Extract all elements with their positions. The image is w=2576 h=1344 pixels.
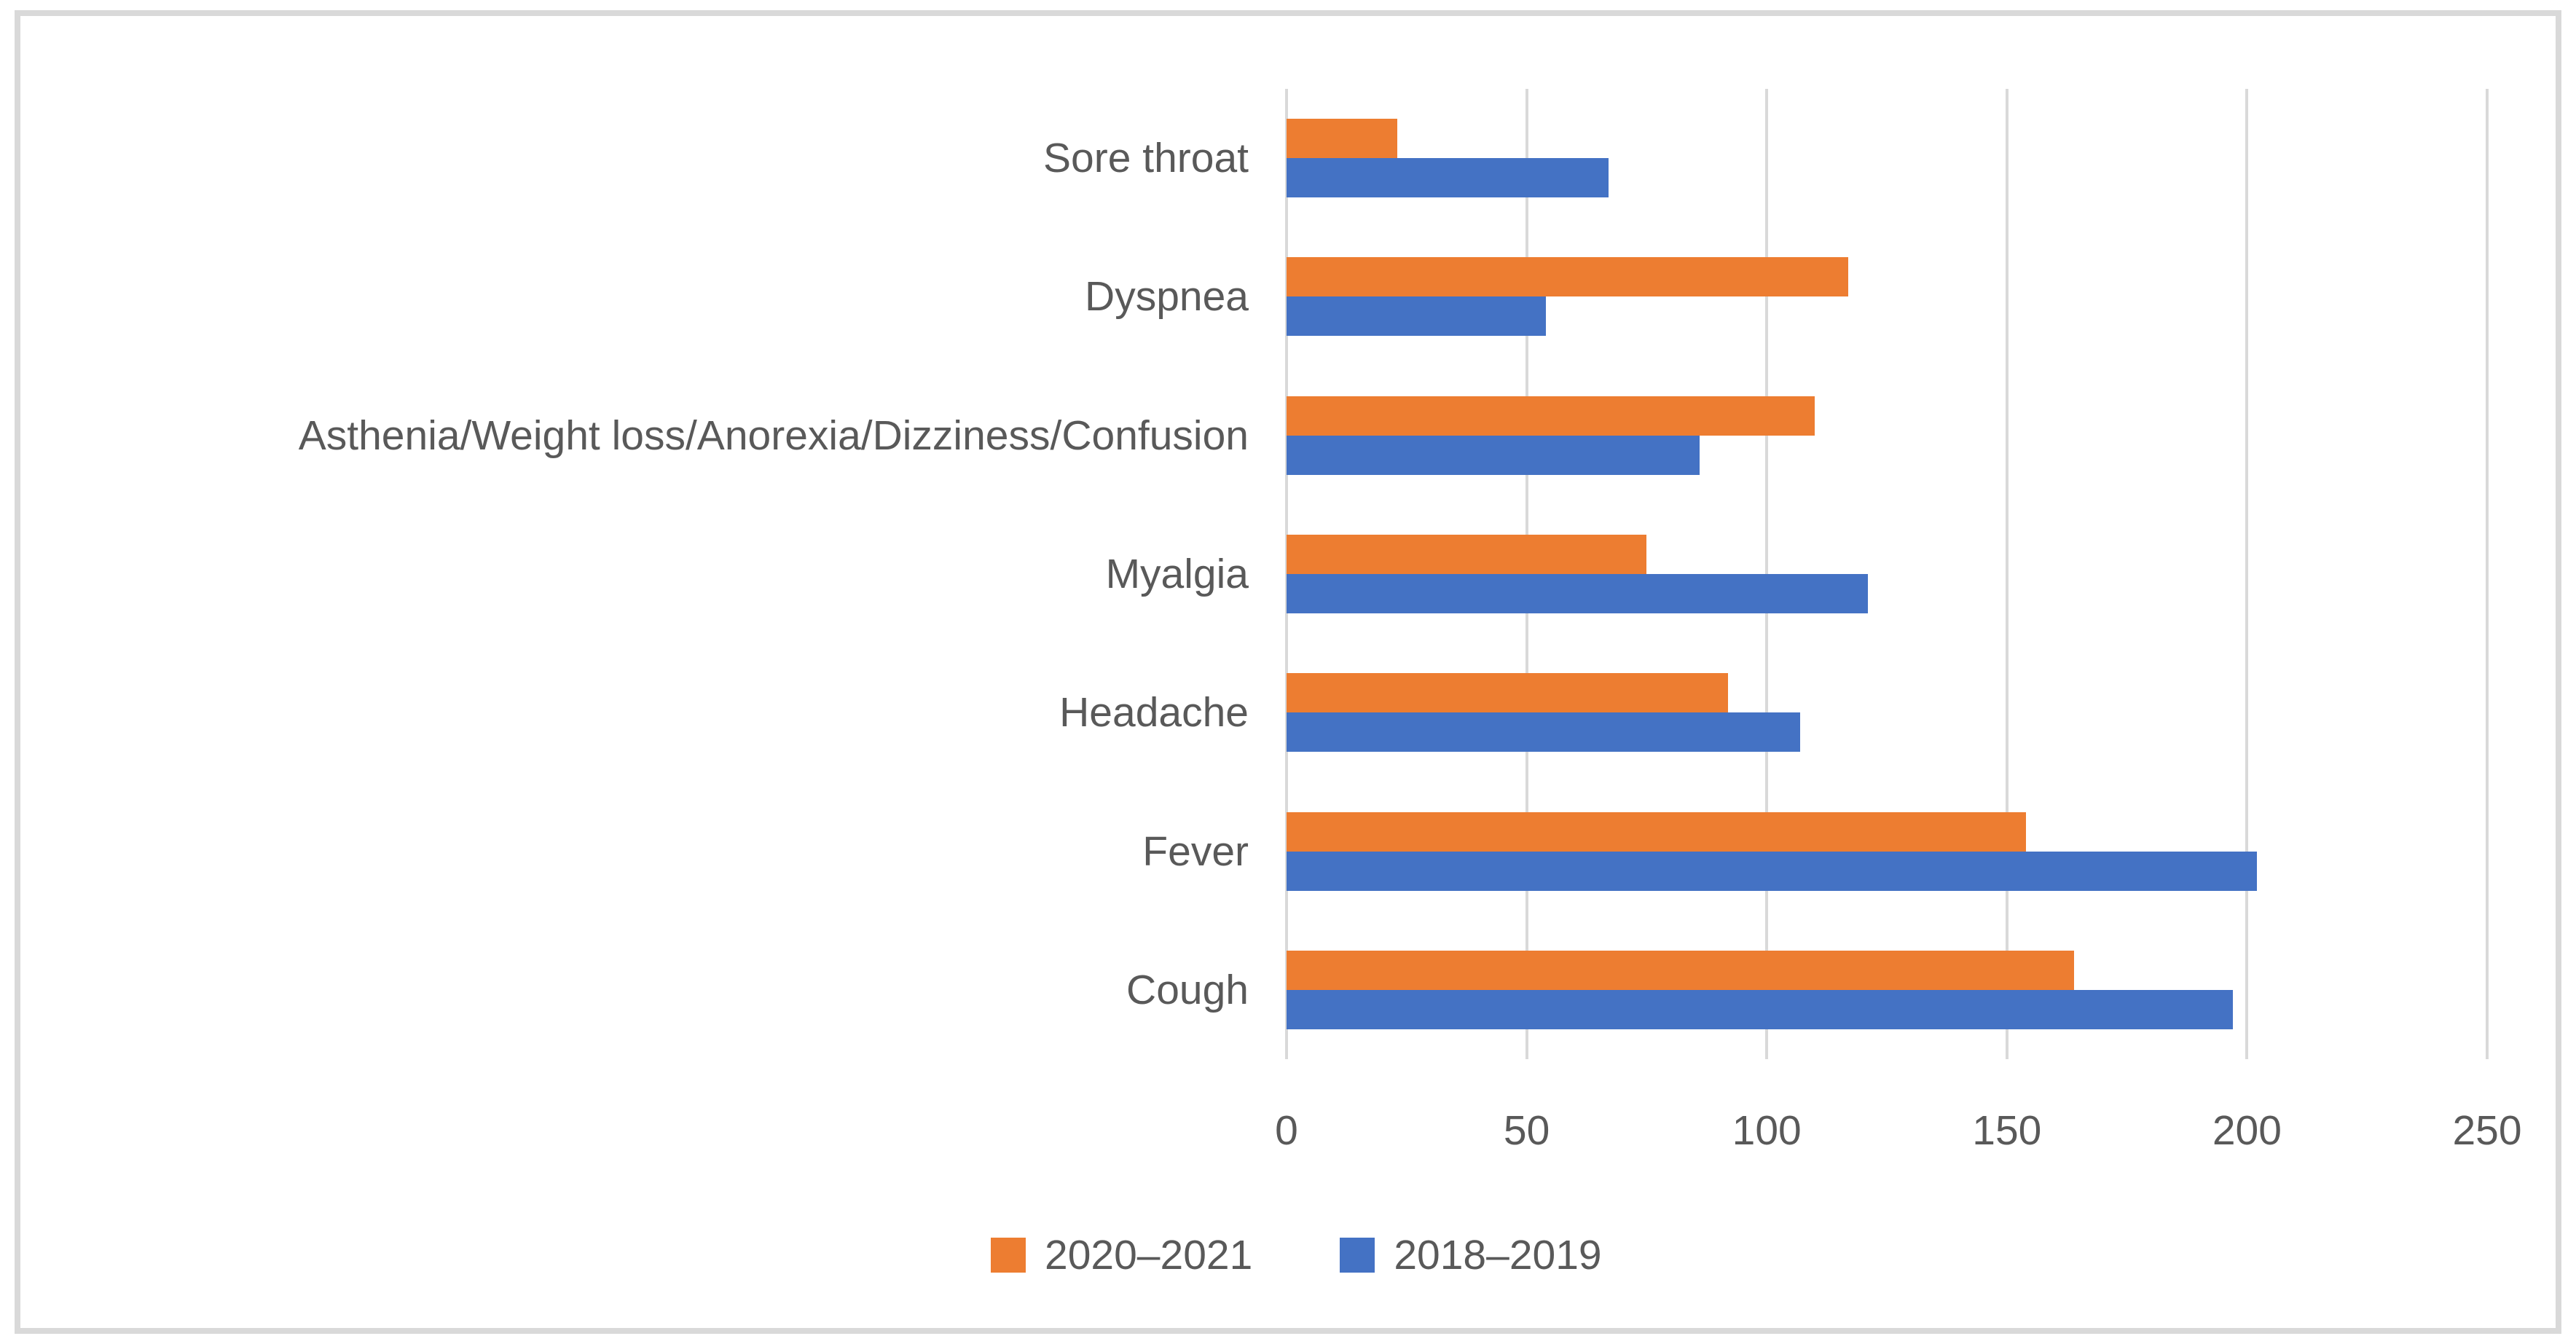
bar-series-2020-2021	[1287, 534, 1647, 574]
bar-series-2018-2019	[1287, 435, 1700, 475]
bar-series-2020-2021	[1287, 673, 1729, 713]
x-tick-label: 100	[1732, 1107, 1802, 1154]
category-label: Fever	[1142, 828, 1249, 875]
bar-group	[1287, 921, 2487, 1059]
x-tick-label: 250	[2452, 1107, 2522, 1154]
bar-series-2018-2019	[1287, 851, 2257, 891]
gridline	[2005, 89, 2008, 1059]
bar-series-2018-2019	[1287, 989, 2233, 1029]
bar-group	[1287, 505, 2487, 643]
legend-label: 2018–2019	[1394, 1232, 1602, 1278]
bar-series-2020-2021	[1287, 119, 1397, 159]
chart-frame: Sore throat Dyspnea Asthenia/Weight loss/A…	[15, 10, 2561, 1334]
category-label: Dyspnea	[1085, 273, 1249, 321]
gridline	[2245, 89, 2249, 1059]
bar-series-2020-2021	[1287, 811, 2027, 852]
bar-series-2018-2019	[1287, 712, 1801, 752]
bar-series-2018-2019	[1287, 158, 1609, 198]
legend: 2020–2021 2018–2019	[991, 1231, 1602, 1279]
bar-group	[1287, 643, 2487, 782]
x-tick-label: 200	[2212, 1107, 2282, 1154]
bar-series-2020-2021	[1287, 396, 1815, 436]
x-tick-label: 150	[1972, 1107, 2042, 1154]
legend-label: 2020–2021	[1045, 1232, 1253, 1278]
bar-group	[1287, 782, 2487, 920]
x-axis-tick-labels: 0 50 100 150 200 250	[1275, 1107, 2521, 1158]
bar-series-2018-2019	[1287, 573, 1868, 614]
bar-group	[1287, 89, 2487, 227]
bar-group	[1287, 227, 2487, 366]
bar-group	[1287, 366, 2487, 505]
category-label: Sore throat	[1043, 135, 1249, 182]
legend-item: 2020–2021	[991, 1231, 1252, 1279]
legend-item: 2018–2019	[1340, 1231, 1602, 1279]
category-label: Myalgia	[1105, 550, 1249, 597]
category-axis-labels: Sore throat Dyspnea Asthenia/Weight loss/A…	[20, 89, 1268, 1059]
bar-series-2018-2019	[1287, 296, 1546, 337]
x-tick-label: 50	[1503, 1107, 1550, 1154]
category-label: Headache	[1059, 689, 1249, 736]
category-label: Asthenia/Weight loss/Anorexia/Dizziness/…	[298, 412, 1249, 459]
category-label: Cough	[1126, 966, 1249, 1013]
bar-series-2020-2021	[1287, 257, 1849, 297]
plot-area	[1285, 89, 2489, 1059]
legend-swatch	[991, 1238, 1026, 1273]
x-tick-label: 0	[1275, 1107, 1298, 1154]
gridline	[2486, 89, 2489, 1059]
legend-swatch	[1340, 1238, 1375, 1273]
bar-series-2020-2021	[1287, 950, 2075, 990]
